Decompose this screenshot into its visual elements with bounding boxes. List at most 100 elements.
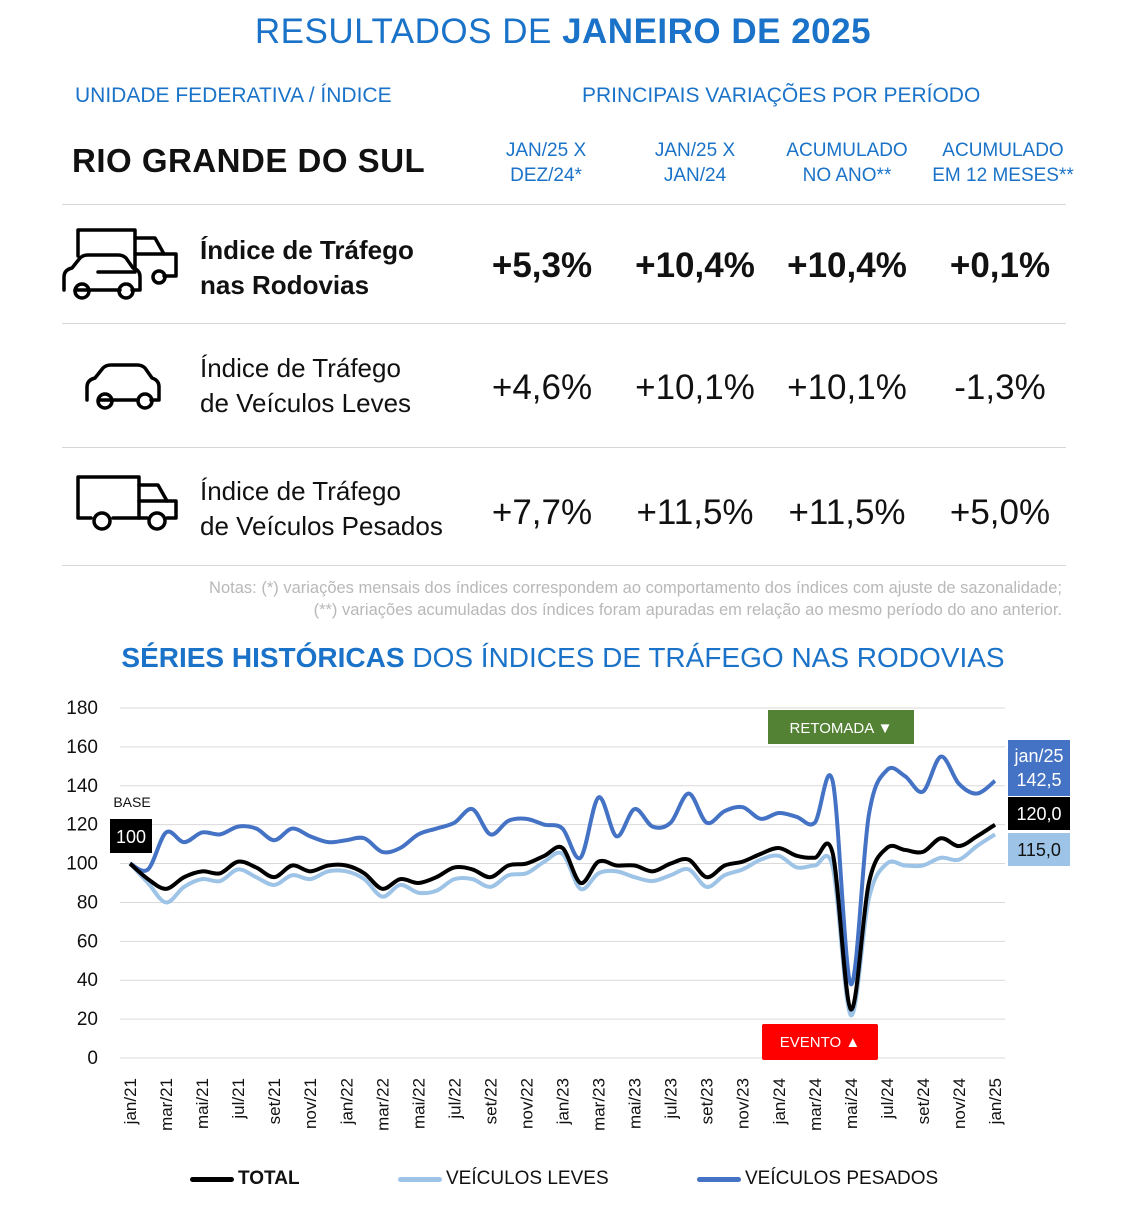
legend-swatch — [398, 1176, 442, 1182]
row-label-line: Índice de Tráfego — [200, 353, 401, 383]
y-tick-label: 120 — [66, 815, 98, 836]
divider — [62, 204, 1066, 205]
title-highlight: JANEIRO DE 2025 — [562, 12, 872, 51]
column-header-line: JAN/24 — [663, 165, 727, 186]
last-period-label: jan/25 — [1013, 746, 1063, 766]
y-tick-label: 140 — [66, 776, 98, 797]
legend-label: TOTAL — [238, 1168, 300, 1189]
note-line: Notas: (*) variações mensais dos índices… — [209, 579, 1062, 597]
column-header-line: ACUMULADO — [942, 140, 1064, 161]
row-label-pesados: Índice de Tráfego de Veículos Pesados — [200, 474, 443, 544]
value-pesados-ytd: +11,5% — [788, 493, 906, 532]
value-total-monthly: +5,3% — [491, 246, 593, 285]
base-box — [110, 819, 152, 853]
value-pesados-monthly: +7,7% — [491, 493, 593, 532]
y-tick-label: 60 — [77, 931, 98, 952]
x-tick-label: nov/23 — [734, 1078, 753, 1129]
y-tick-label: 180 — [66, 698, 98, 719]
evento-label: EVENTO ▲ — [780, 1034, 860, 1051]
car-and-truck-icon — [58, 222, 183, 311]
legend-item-total: TOTAL — [190, 1168, 300, 1190]
x-tick-label: set/21 — [265, 1078, 284, 1124]
y-tick-label: 20 — [77, 1009, 98, 1030]
value-leves-ytd: +10,1% — [787, 368, 907, 407]
note-line: (**) variações acumuladas dos índices fo… — [313, 601, 1062, 619]
truck-icon — [72, 472, 182, 541]
divider — [62, 447, 1066, 448]
x-tick-label: mar/22 — [373, 1078, 392, 1131]
column-header-12m: ACUMULADO EM 12 MESES** — [918, 138, 1088, 188]
y-tick-label: 80 — [77, 892, 98, 913]
column-header-line: EM 12 MESES** — [932, 165, 1074, 186]
title-prefix: RESULTADOS DE — [254, 12, 552, 51]
x-tick-label: mar/24 — [806, 1078, 825, 1131]
x-tick-label: mar/23 — [590, 1078, 609, 1131]
series-line-total — [128, 822, 997, 1012]
column-header-ytd: ACUMULADO NO ANO** — [762, 138, 932, 188]
base-value: 100 — [116, 827, 146, 847]
divider — [62, 565, 1066, 566]
series-title: SÉRIES HISTÓRICAS DOS ÍNDICES DE TRÁFEGO… — [0, 642, 1126, 674]
row-label-total: Índice de Tráfego nas Rodovias — [200, 233, 414, 303]
last-total-box — [1008, 797, 1070, 830]
column-header-line: JAN/25 X — [505, 140, 587, 161]
row-label-line: nas Rodovias — [200, 270, 370, 300]
page-title: RESULTADOS DE JANEIRO DE 2025 — [0, 12, 1126, 52]
x-tick-label: jan/23 — [554, 1078, 573, 1125]
value-leves-monthly: +4,6% — [491, 368, 593, 407]
series-line-pesados — [129, 754, 997, 987]
row-label-line: de Veículos Pesados — [200, 511, 443, 541]
value-leves-12m: -1,3% — [954, 368, 1046, 407]
retomada-badge — [768, 710, 914, 744]
x-tick-label: jul/21 — [229, 1078, 248, 1120]
legend-swatch — [697, 1176, 741, 1182]
x-tick-label: jan/21 — [121, 1078, 140, 1125]
x-tick-label: jul/23 — [662, 1078, 681, 1120]
left-heading: UNIDADE FEDERATIVA / ÍNDICE — [75, 84, 392, 107]
last-total-value: 120,0 — [1016, 804, 1061, 824]
legend-label: VEÍCULOS PESADOS — [745, 1168, 939, 1189]
column-header-line: NO ANO** — [802, 165, 892, 186]
car-icon — [80, 360, 166, 419]
x-tick-label: mai/24 — [842, 1078, 861, 1129]
base-label: BASE — [113, 794, 150, 810]
last-pesados-value: 142,5 — [1016, 770, 1061, 790]
column-header-yoy: JAN/25 X JAN/24 — [610, 138, 780, 188]
x-tick-label: nov/24 — [950, 1078, 969, 1129]
column-header-monthly: JAN/25 X DEZ/24* — [461, 138, 631, 188]
value-total-yoy: +10,4% — [635, 246, 755, 285]
value-total-ytd: +10,4% — [787, 246, 907, 285]
x-tick-label: jan/24 — [770, 1078, 789, 1125]
x-tick-label: jul/24 — [878, 1078, 897, 1120]
series-title-highlight: SÉRIES HISTÓRICAS — [121, 642, 405, 673]
x-tick-label: mai/23 — [626, 1078, 645, 1129]
x-tick-label: mai/22 — [409, 1078, 428, 1129]
series-title-rest: DOS ÍNDICES DE TRÁFEGO NAS RODOVIAS — [412, 642, 1005, 673]
retomada-label: RETOMADA ▼ — [790, 720, 893, 737]
x-tick-label: jan/25 — [986, 1078, 1005, 1125]
x-tick-label: mar/21 — [157, 1078, 176, 1131]
y-tick-label: 40 — [77, 970, 98, 991]
x-tick-label: set/24 — [914, 1078, 933, 1124]
chart-legend: TOTAL VEÍCULOS LEVES VEÍCULOS PESADOS — [0, 1168, 1126, 1192]
divider — [62, 323, 1066, 324]
x-tick-label: nov/21 — [301, 1078, 320, 1129]
state-name: RIO GRANDE DO SUL — [72, 142, 426, 179]
legend-swatch — [190, 1176, 234, 1182]
notes: Notas: (*) variações mensais dos índices… — [209, 577, 1062, 621]
last-leves-box — [1008, 833, 1070, 866]
row-label-leves: Índice de Tráfego de Veículos Leves — [200, 351, 411, 421]
value-pesados-12m: +5,0% — [949, 493, 1051, 532]
value-leves-yoy: +10,1% — [635, 368, 755, 407]
legend-label: VEÍCULOS LEVES — [446, 1168, 609, 1189]
row-label-line: de Veículos Leves — [200, 388, 412, 418]
last-pesados-box — [1008, 740, 1070, 796]
y-tick-label: 100 — [66, 854, 98, 875]
legend-item-leves: VEÍCULOS LEVES — [398, 1168, 609, 1190]
y-tick-label: 160 — [66, 737, 98, 758]
column-header-line: JAN/25 X — [654, 140, 736, 161]
x-tick-label: jul/22 — [445, 1078, 464, 1120]
x-tick-label: mai/21 — [193, 1078, 212, 1129]
legend-item-pesados: VEÍCULOS PESADOS — [697, 1168, 938, 1190]
row-label-line: Índice de Tráfego — [200, 235, 414, 265]
